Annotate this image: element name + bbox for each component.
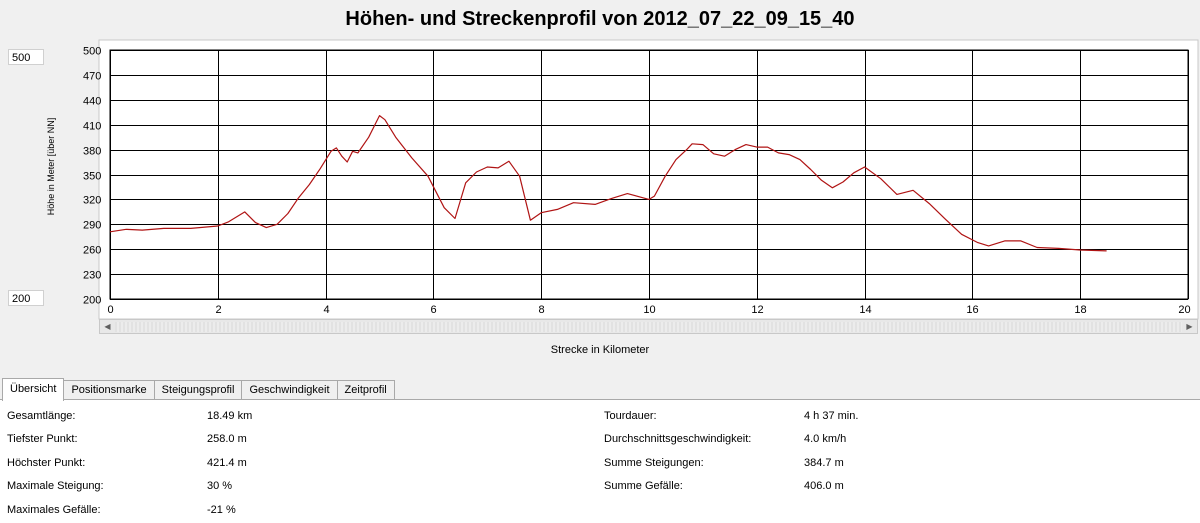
stat-value-max-climb: 30 % xyxy=(207,480,233,492)
x-tick-label: 16 xyxy=(966,304,978,316)
y-tick-label: 200 xyxy=(83,295,101,307)
stat-value-max-descent: -21 % xyxy=(207,504,236,516)
stat-value-duration: 4 h 37 min. xyxy=(804,410,859,422)
y-tick-label: 350 xyxy=(83,171,101,183)
y-tick-label: 410 xyxy=(83,121,101,133)
x-tick-label: 18 xyxy=(1074,304,1086,316)
stat-label-duration: Tourdauer: xyxy=(604,410,657,422)
stat-label-total-descent: Summe Gefälle: xyxy=(604,480,683,492)
scroll-right-icon[interactable]: ▶ xyxy=(1186,322,1193,331)
stat-label-avg-speed: Durchschnittsgeschwindigkeit: xyxy=(604,433,752,445)
scroll-track[interactable] xyxy=(115,322,1182,332)
elevation-line xyxy=(109,114,1107,252)
stat-label-highest: Höchster Punkt: xyxy=(7,457,86,469)
x-tick-label: 2 xyxy=(215,304,221,316)
stat-label-lowest: Tiefster Punkt: xyxy=(7,433,78,445)
x-tick-label: 14 xyxy=(859,304,871,316)
overview-panel: Gesamtlänge: 18.49 km Tiefster Punkt: 25… xyxy=(0,399,1200,523)
y-tick-label: 380 xyxy=(83,146,101,158)
y-tick-label: 470 xyxy=(83,71,101,83)
tab-bar: Übersicht Positionsmarke Steigungsprofil… xyxy=(2,378,395,401)
y-axis-label: Höhe in Meter [über NN] xyxy=(46,118,56,216)
stat-label-length: Gesamtlänge: xyxy=(7,410,76,422)
stat-label-max-climb: Maximale Steigung: xyxy=(7,480,104,492)
chart-title: Höhen- und Streckenprofil von 2012_07_22… xyxy=(345,8,855,30)
stat-label-total-ascent: Summe Steigungen: xyxy=(604,457,704,469)
tab-zeitprofil[interactable]: Zeitprofil xyxy=(336,380,395,400)
x-tick-label: 12 xyxy=(751,304,763,316)
y-tick-label: 230 xyxy=(83,270,101,282)
tab-steigungsprofil[interactable]: Steigungsprofil xyxy=(153,380,243,400)
horizontal-scrollbar[interactable]: ◀ ▶ xyxy=(99,319,1198,334)
stat-value-total-ascent: 384.7 m xyxy=(804,457,844,469)
y-tick-label: 320 xyxy=(83,195,101,207)
stat-value-avg-speed: 4.0 km/h xyxy=(804,433,847,445)
y-tick-label: 260 xyxy=(83,245,101,257)
stat-label-max-descent: Maximales Gefälle: xyxy=(7,504,101,516)
elevation-chart: 0 2 4 6 8 10 12 14 16 18 20 500 470 440 410 380 350 320 29… xyxy=(46,39,1199,320)
y-tick-label: 290 xyxy=(83,220,101,232)
x-tick-label: 4 xyxy=(323,304,329,316)
stat-value-length: 18.49 km xyxy=(207,410,253,422)
stat-value-lowest: 258.0 m xyxy=(207,433,247,445)
scroll-left-icon[interactable]: ◀ xyxy=(104,322,111,331)
x-tick-label: 8 xyxy=(538,304,544,316)
x-tick-label: 6 xyxy=(430,304,436,316)
tab-uebersicht[interactable]: Übersicht xyxy=(2,378,65,401)
stat-value-total-descent: 406.0 m xyxy=(804,480,844,492)
tab-geschwindigkeit[interactable]: Geschwindigkeit xyxy=(241,380,338,400)
y-max-input[interactable]: 500 xyxy=(8,49,44,65)
y-min-input[interactable]: 200 xyxy=(8,290,44,306)
stat-value-highest: 421.4 m xyxy=(207,457,247,469)
x-tick-label: 0 xyxy=(107,304,113,316)
x-tick-label: 20 xyxy=(1178,304,1190,316)
x-tick-label: 10 xyxy=(643,304,655,316)
y-tick-label: 440 xyxy=(83,96,101,108)
y-tick-label: 500 xyxy=(83,46,101,58)
x-axis-label: Strecke in Kilometer xyxy=(550,344,650,356)
tab-positionsmarke[interactable]: Positionsmarke xyxy=(63,380,155,400)
